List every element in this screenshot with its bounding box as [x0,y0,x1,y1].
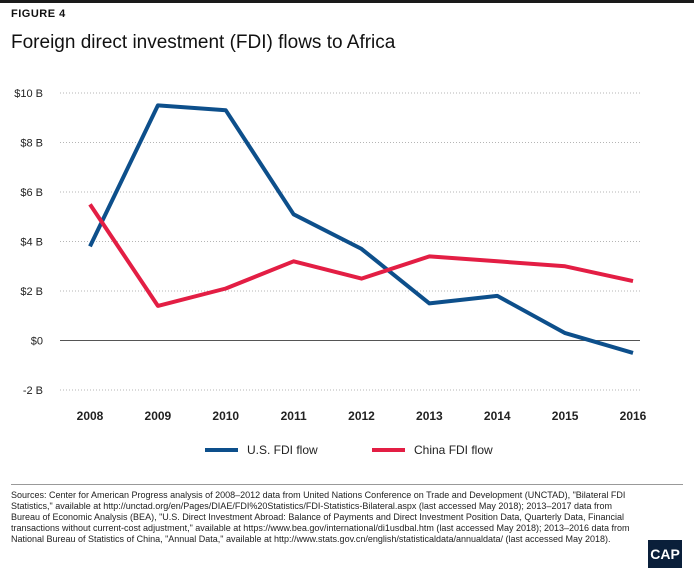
divider [11,484,683,485]
y-tick-label: $2 B [20,286,43,298]
y-tick-label: $4 B [20,237,43,249]
x-tick-label: 2013 [416,409,443,423]
legend-label-u-s-fdi-flow: U.S. FDI flow [247,443,318,457]
x-tick-label: 2009 [145,409,172,423]
x-tick-label: 2014 [484,409,511,423]
cap-logo: CAP [648,540,682,568]
chart-title: Foreign direct investment (FDI) flows to… [11,32,396,53]
y-tick-label: $10 B [14,88,43,100]
y-tick-label: $8 B [20,138,43,150]
y-tick-label: $6 B [20,187,43,199]
legend-label-china-fdi-flow: China FDI flow [414,443,493,457]
top-rule [0,0,694,3]
series-line-u-s-fdi-flow [88,103,634,355]
x-tick-label: 2011 [281,409,307,423]
sources-note: Sources: Center for American Progress an… [11,490,630,544]
x-tick-label: 2012 [348,409,375,423]
line-chart: -2 B $0 $2 B $4 B $6 B $8 B $10 B 2008 2009 2010 2… [14,88,647,457]
figure-label: FIGURE 4 [11,8,66,20]
series-line-china-fdi-flow [88,203,634,308]
x-tick-label: 2015 [552,409,579,423]
y-tick-label: $0 [31,336,43,348]
x-tick-label: 2010 [212,409,239,423]
y-tick-label: -2 B [23,385,43,397]
x-tick-label: 2016 [620,409,647,423]
x-tick-label: 2008 [77,409,104,423]
